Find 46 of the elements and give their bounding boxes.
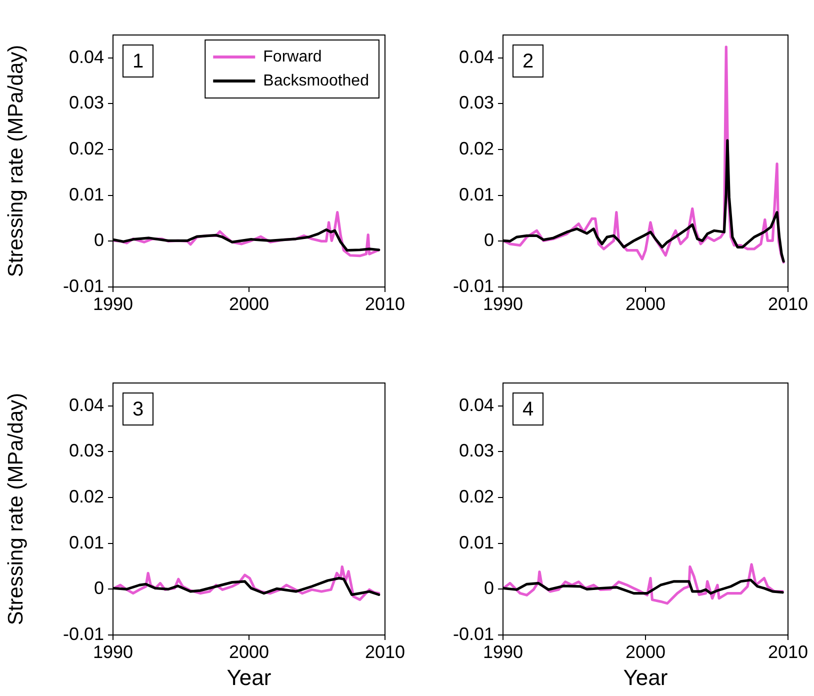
- x-tick-label: 2010: [768, 642, 808, 662]
- x-tick-label: 2000: [228, 642, 270, 662]
- y-tick-label: -0.01: [452, 276, 494, 296]
- y-tick-label: -0.01: [452, 624, 494, 644]
- y-axis-title: Stressing rate (MPa/day): [4, 44, 28, 278]
- y-tick-label: 0.01: [68, 184, 104, 204]
- y-tick-label: 0: [94, 578, 104, 598]
- y-tick-label: 0: [484, 578, 494, 598]
- y-tick-label: 0.03: [68, 440, 104, 461]
- y-tick-label: 0.04: [458, 46, 494, 67]
- x-tick-label: 2000: [625, 294, 666, 314]
- y-axis-title: Stressing rate (MPa/day): [4, 392, 28, 626]
- y-tick-label: -0.01: [62, 276, 104, 296]
- y-tick-label: 0.04: [458, 394, 494, 415]
- annotation: 4: [522, 398, 534, 421]
- y-tick-label: 0.02: [68, 486, 104, 507]
- annotation: 1: [132, 50, 144, 73]
- x-tick-label: 2010: [364, 294, 405, 314]
- y-tick-label: 0.01: [458, 532, 494, 552]
- y-tick-label: 0.01: [458, 184, 494, 204]
- x-tick-label: 1990: [92, 294, 134, 314]
- y-tick-label: 0.02: [458, 138, 494, 159]
- legend-label: Forward: [263, 48, 322, 66]
- y-tick-label: 0.01: [68, 532, 104, 552]
- x-tick-label: 1990: [92, 642, 134, 662]
- x-axis-title: Year: [226, 664, 272, 690]
- x-tick-label: 1990: [482, 642, 524, 662]
- x-tick-label: 2000: [228, 294, 270, 314]
- x-tick-label: 1990: [482, 294, 524, 314]
- y-tick-label: 0: [484, 230, 494, 250]
- y-tick-label: 0.04: [68, 46, 104, 67]
- x-tick-label: 2010: [768, 294, 808, 314]
- y-tick-label: -0.01: [62, 624, 104, 644]
- y-tick-label: 0.02: [458, 486, 494, 507]
- annotation: 2: [522, 50, 534, 73]
- y-tick-label: 0.02: [68, 138, 104, 159]
- y-tick-label: 0: [94, 230, 104, 250]
- y-tick-label: 0.03: [458, 440, 494, 461]
- y-tick-label: 0.04: [68, 394, 104, 415]
- x-tick-label: 2010: [364, 642, 405, 662]
- x-tick-label: 2000: [625, 642, 666, 662]
- annotation: 3: [132, 398, 144, 421]
- y-tick-label: 0.03: [458, 92, 494, 113]
- x-axis-title: Year: [623, 664, 668, 690]
- y-tick-label: 0.03: [68, 92, 104, 113]
- legend-label: Backsmoothed: [263, 72, 369, 90]
